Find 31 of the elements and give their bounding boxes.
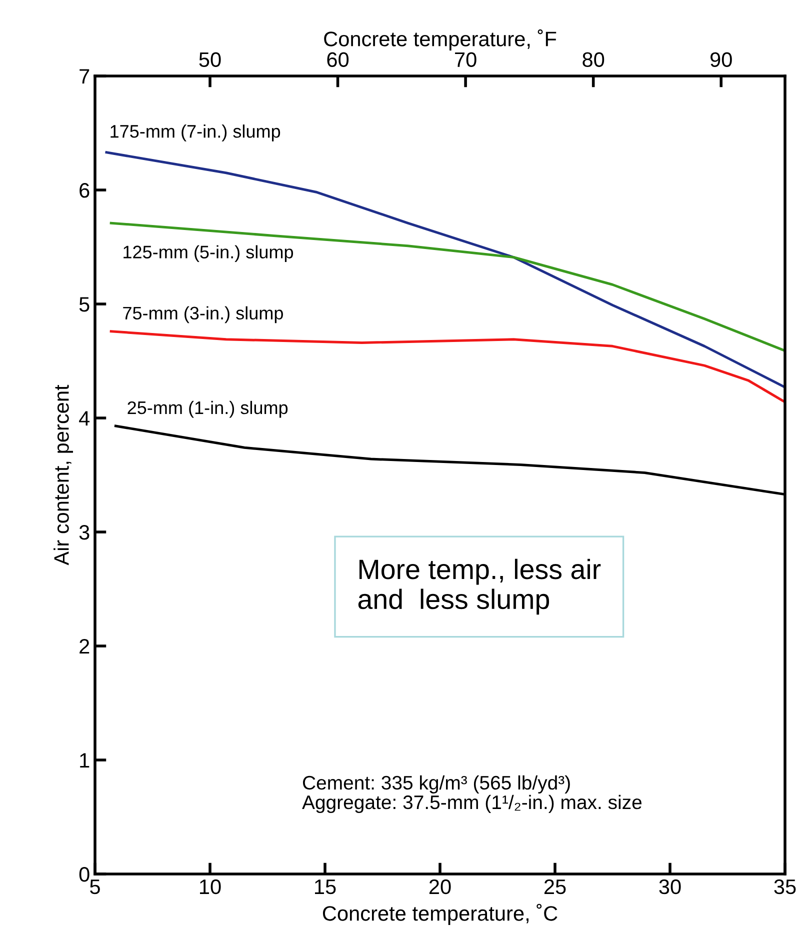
line-series bbox=[105, 151, 785, 388]
x2-tick-label: 60 bbox=[327, 52, 349, 68]
x2-tick-label: 70 bbox=[455, 52, 476, 68]
y-tick-label: 6 bbox=[80, 183, 90, 198]
y-axis-title: Air content, percent bbox=[54, 384, 73, 566]
y-tick-label: 7 bbox=[80, 69, 90, 84]
line-series bbox=[110, 222, 785, 352]
x-tick-label: 10 bbox=[200, 879, 221, 894]
x-tick-label: 30 bbox=[659, 879, 681, 894]
x-tick-label: 15 bbox=[315, 880, 336, 894]
series-label: 25-mm (1-in.) slump bbox=[128, 400, 288, 418]
y-tick-label: 4 bbox=[79, 411, 90, 426]
x2-tick-label: 90 bbox=[710, 52, 732, 68]
annotation: Cement: 335 kg/m³ (565 lb/yd³) Aggregate: 37.5-mm (1¹/₂-in.) max. size bbox=[302, 775, 642, 814]
x-axis-title: Concrete temperature, ˚C bbox=[322, 904, 558, 925]
y-tick-label: 0 bbox=[79, 867, 90, 882]
x-tick-label: 20 bbox=[429, 879, 451, 894]
series-label: 175-mm (7-in.) slump bbox=[110, 124, 280, 142]
y-tick-label: 1 bbox=[80, 753, 90, 768]
series-label: 125-mm (5-in.) slump bbox=[124, 245, 294, 262]
x-tick-label: 25 bbox=[544, 879, 566, 894]
y-tick-label: 2 bbox=[80, 639, 90, 654]
y-tick-label: 3 bbox=[79, 525, 90, 540]
x2-axis-title: Concrete temperature, ˚F bbox=[324, 29, 556, 50]
x2-tick-label: 80 bbox=[582, 52, 604, 68]
series-label: 75-mm (3-in.) slump bbox=[123, 306, 283, 324]
x2-tick-label: 50 bbox=[199, 52, 221, 68]
x-tick-label: 35 bbox=[774, 879, 796, 894]
x-tick-label: 5 bbox=[90, 880, 100, 894]
y-tick-label: 5 bbox=[79, 297, 90, 312]
annotation: More temp., less air and less slump bbox=[358, 558, 601, 615]
